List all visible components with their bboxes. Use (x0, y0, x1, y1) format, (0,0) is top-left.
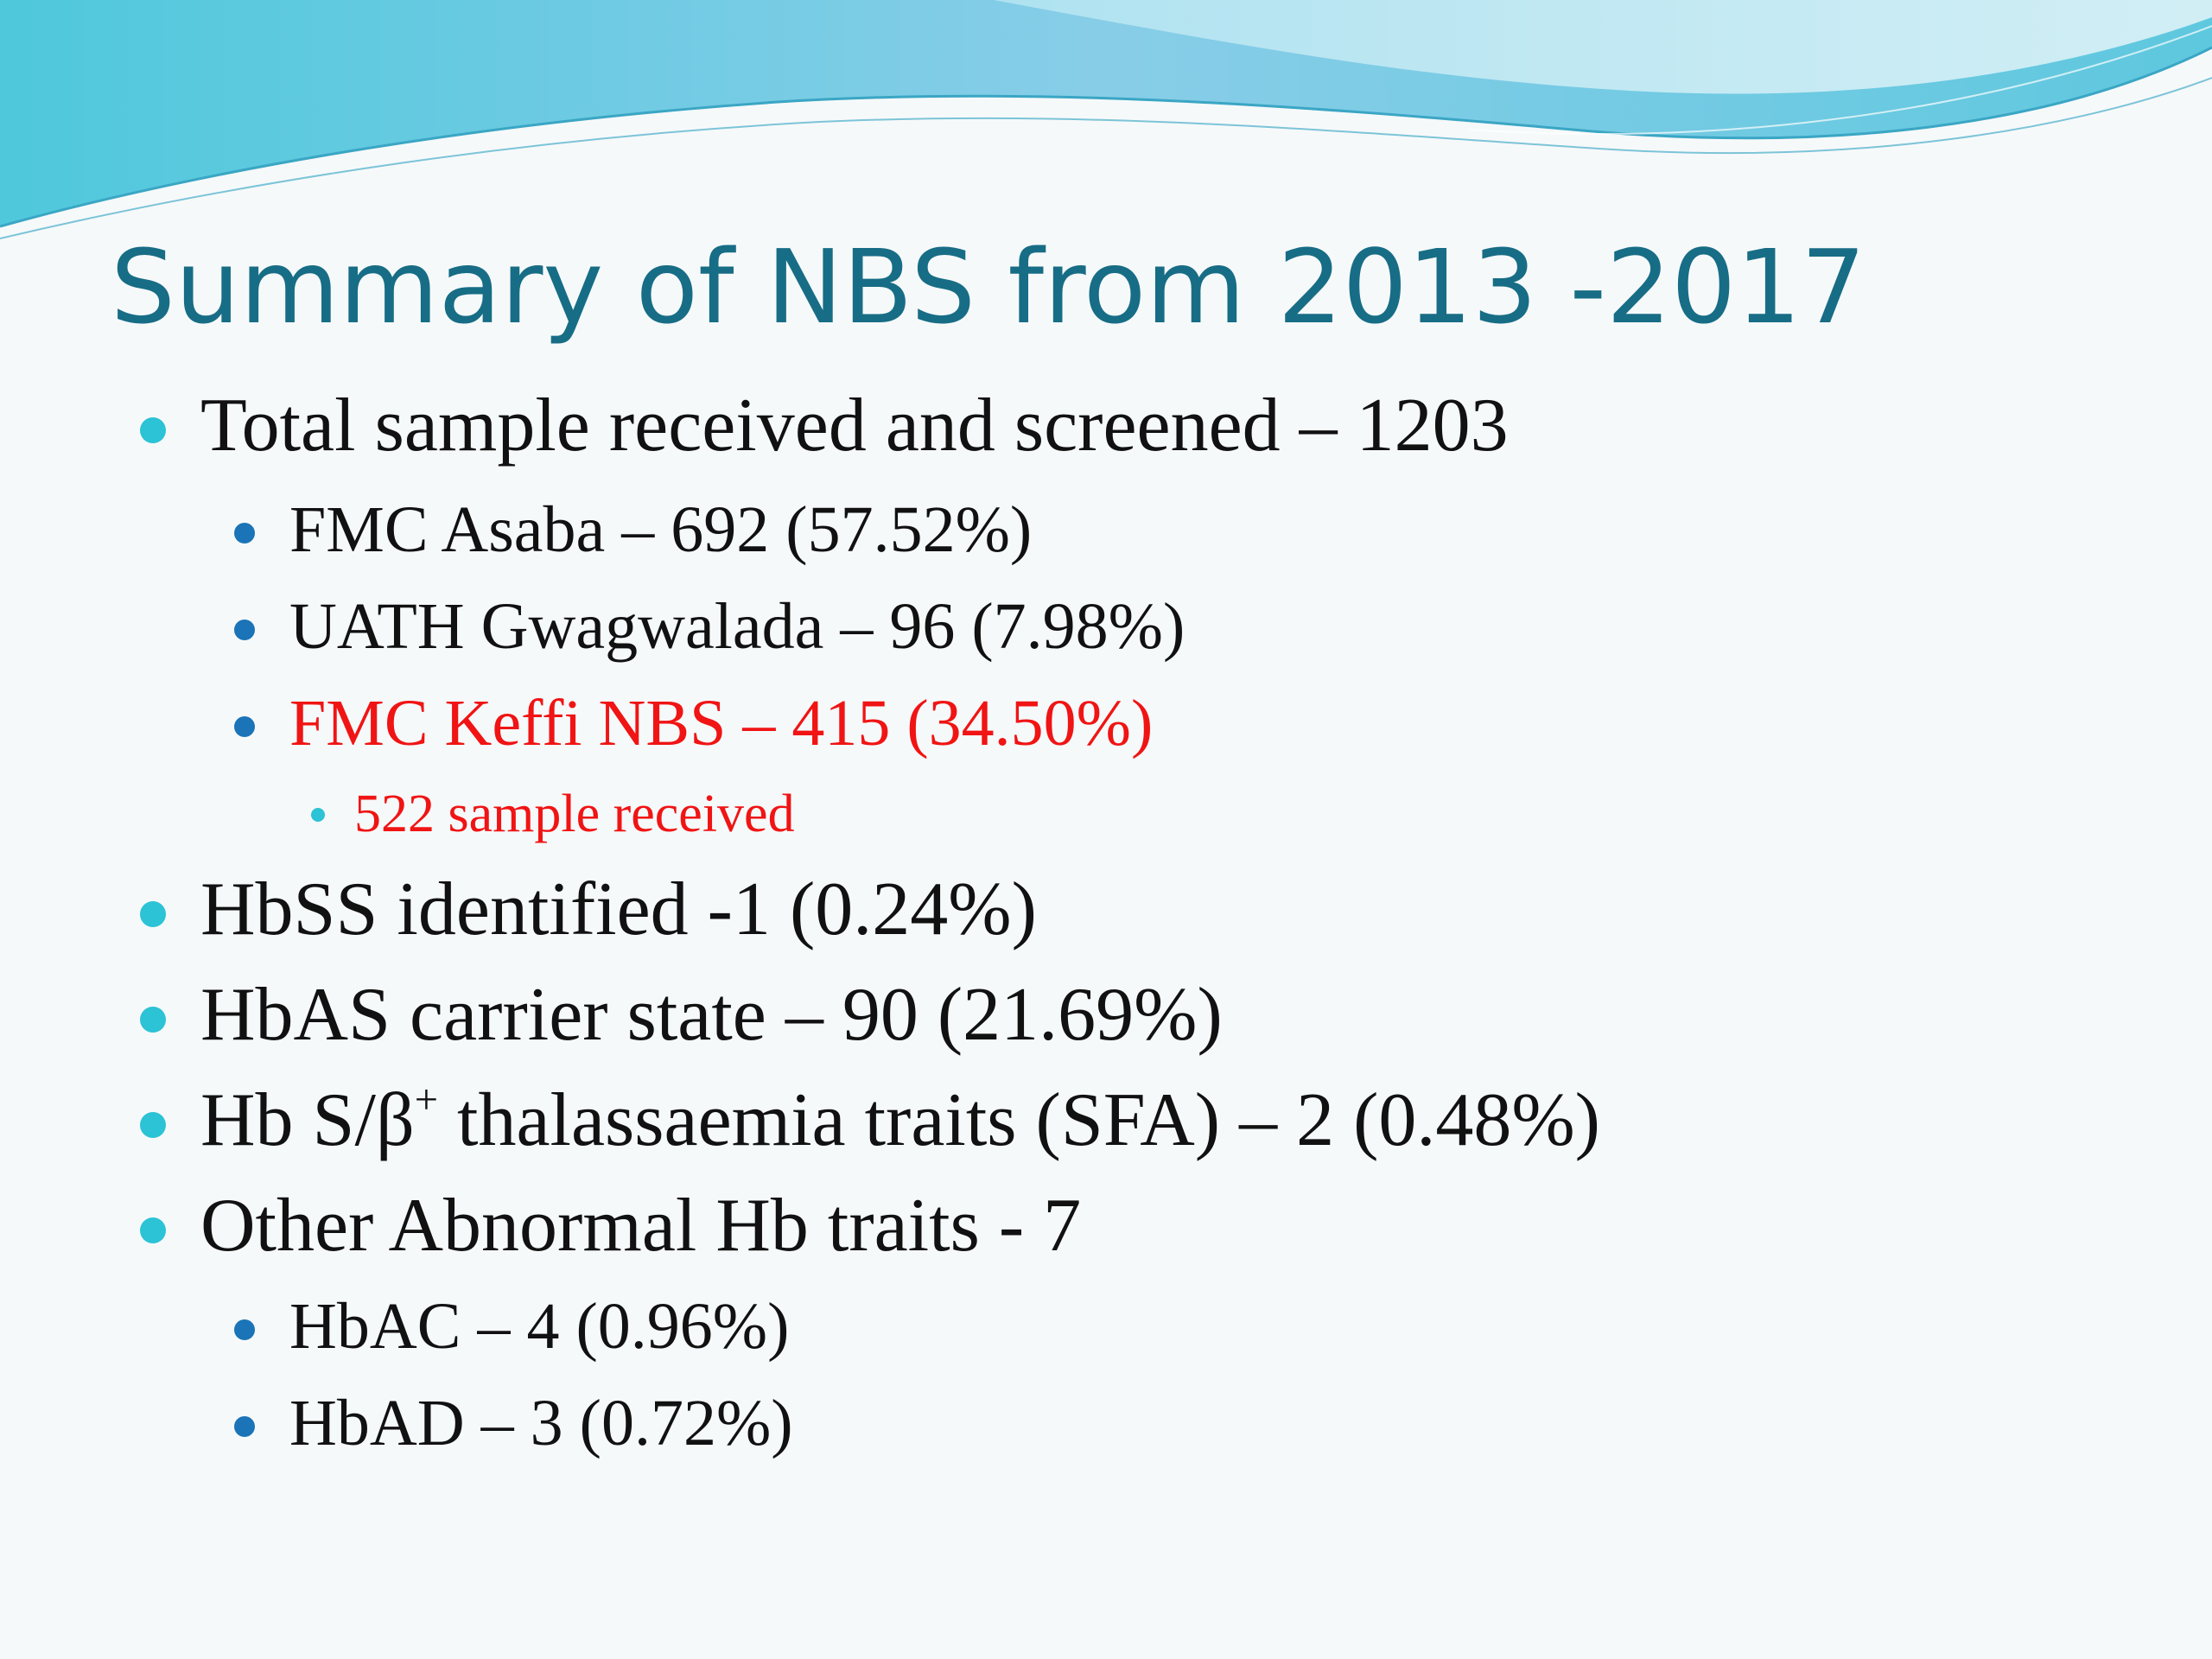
bullet-text: HbAD – 3 (0.72%) (289, 1387, 793, 1459)
bullet-text-suffix: thalassaemia traits (SFA) – 2 (0.48%) (438, 1078, 1600, 1162)
bullet-text: FMC Asaba – 692 (57.52%) (289, 493, 1033, 566)
bullet-total-samples: Total sample received and screened – 120… (140, 383, 1509, 469)
bullet-text: HbAC – 4 (0.96%) (289, 1290, 790, 1363)
bullet-dot-icon (140, 1007, 166, 1033)
bullet-hbad: HbAD – 3 (0.72%) (234, 1384, 793, 1462)
bullet-dot-icon (140, 1112, 166, 1138)
bullet-text: HbSS identified -1 (0.24%) (200, 868, 1037, 951)
superscript-plus: + (414, 1077, 439, 1123)
bullet-dot-icon (140, 1217, 166, 1243)
bullet-text: Other Abnormal Hb traits - 7 (200, 1184, 1082, 1268)
bullet-dot-icon (234, 620, 255, 640)
bullet-fmc-asaba: FMC Asaba – 692 (57.52%) (234, 491, 1033, 569)
bullet-uath-gwagwalada: UATH Gwagwalada – 96 (7.98%) (234, 588, 1185, 665)
bullet-text-prefix: Hb S/β (200, 1078, 415, 1162)
bullet-hbs-beta-thalassaemia: Hb S/β+ thalassaemia traits (SFA) – 2 (0… (140, 1077, 1600, 1164)
bullet-text: 522 sample received (354, 785, 795, 843)
bullet-hbss: HbSS identified -1 (0.24%) (140, 867, 1037, 953)
bullet-fmc-keffi: FMC Keffi NBS – 415 (34.50%) (234, 684, 1154, 762)
bullet-dot-icon (234, 1319, 255, 1340)
bullet-text: FMC Keffi NBS – 415 (34.50%) (289, 687, 1154, 760)
wave-header-decoration (0, 0, 2212, 239)
bullet-dot-icon (140, 901, 166, 927)
bullet-dot-icon (311, 808, 325, 822)
bullet-other-abnormal: Other Abnormal Hb traits - 7 (140, 1183, 1082, 1269)
bullet-dot-icon (234, 716, 255, 737)
bullet-text: Total sample received and screened – 120… (200, 384, 1509, 467)
slide-title: Summary of NBS from 2013 -2017 (111, 227, 1866, 346)
bullet-hbac: HbAC – 4 (0.96%) (234, 1287, 790, 1365)
bullet-text: HbAS carrier state – 90 (21.69%) (200, 973, 1223, 1057)
bullet-keffi-samples-received: 522 sample received (311, 782, 795, 846)
bullet-dot-icon (140, 417, 166, 443)
bullet-hbas: HbAS carrier state – 90 (21.69%) (140, 972, 1223, 1058)
bullet-dot-icon (234, 1416, 255, 1437)
bullet-dot-icon (234, 523, 255, 543)
bullet-text: UATH Gwagwalada – 96 (7.98%) (289, 590, 1185, 663)
